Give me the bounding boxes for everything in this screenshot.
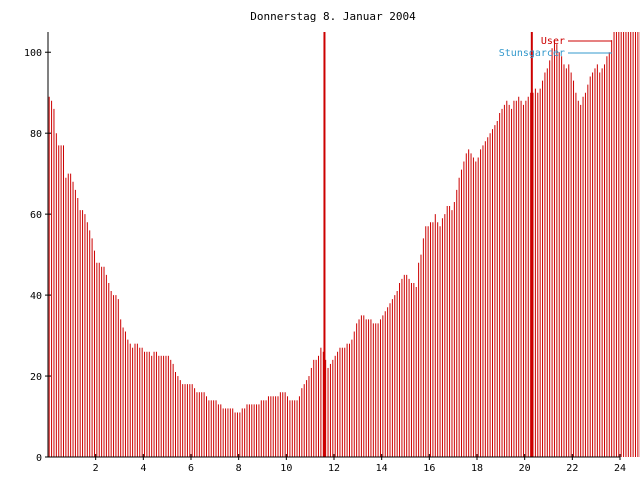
x-tick-label-20: 20 (519, 463, 531, 474)
y-tick-label-40: 40 (30, 291, 42, 302)
x-tick-label-6: 6 (188, 463, 194, 474)
x-tick-label-18: 18 (471, 463, 483, 474)
x-tick-label-8: 8 (236, 463, 242, 474)
x-tick-label-4: 4 (140, 463, 146, 474)
x-tick-label-10: 10 (280, 463, 292, 474)
x-tick-label-16: 16 (423, 463, 435, 474)
y-tick-label-0: 0 (36, 453, 42, 464)
plot-area (48, 32, 640, 457)
legend-label-1: Stunsgarcer (499, 48, 565, 59)
x-tick-label-22: 22 (566, 463, 578, 474)
x-tick-label-2: 2 (93, 463, 99, 474)
legend-label-0: User (541, 36, 565, 47)
y-tick-label-60: 60 (30, 210, 42, 221)
x-tick-label-14: 14 (376, 463, 388, 474)
x-tick-label-24: 24 (614, 463, 626, 474)
chart-title: Donnerstag 8. Januar 2004 (250, 10, 416, 23)
y-tick-label-20: 20 (30, 372, 42, 383)
y-tick-label-80: 80 (30, 129, 42, 140)
x-tick-label-12: 12 (328, 463, 340, 474)
y-tick-label-100: 100 (24, 48, 42, 59)
